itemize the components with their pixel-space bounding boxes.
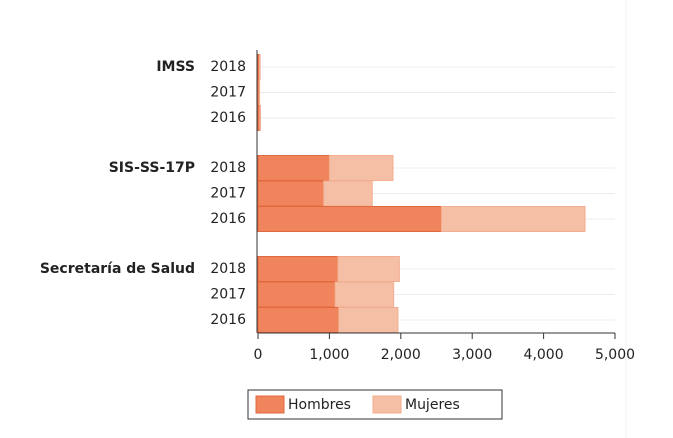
y-tick-label: 2018 xyxy=(210,59,246,75)
y-tick-label: 2017 xyxy=(210,287,246,303)
y-tick-label: 2017 xyxy=(210,85,246,101)
x-tick-label: 4,000 xyxy=(524,347,564,363)
bar xyxy=(257,256,339,282)
y-tick-label: 2018 xyxy=(210,261,246,277)
legend-label: Mujeres xyxy=(405,397,460,413)
y-tick-label: 2016 xyxy=(210,110,246,126)
bar xyxy=(257,281,336,308)
y-tick-label: 2016 xyxy=(210,211,246,227)
group-label: Secretaría de Salud xyxy=(40,261,195,277)
bar xyxy=(323,180,373,207)
bar xyxy=(337,256,400,282)
bar xyxy=(334,281,395,308)
legend-swatch xyxy=(372,395,402,414)
bar xyxy=(257,206,442,232)
x-tick-label: 1,000 xyxy=(309,347,349,363)
bar xyxy=(257,307,340,333)
y-tick-label: 2017 xyxy=(210,186,246,202)
legend-swatch xyxy=(255,395,285,414)
x-tick-label: 0 xyxy=(254,347,263,363)
bar xyxy=(338,307,399,333)
bar xyxy=(259,105,261,131)
bar xyxy=(258,54,261,80)
bar xyxy=(440,206,586,232)
bar xyxy=(258,79,261,106)
x-tick-label: 3,000 xyxy=(452,347,492,363)
group-label: IMSS xyxy=(156,59,195,75)
legend-label: Hombres xyxy=(288,397,351,413)
y-tick-label: 2018 xyxy=(210,160,246,176)
x-tick-label: 5,000 xyxy=(595,347,635,363)
y-tick-label: 2016 xyxy=(210,312,246,328)
bar xyxy=(257,155,330,181)
bar xyxy=(257,180,325,207)
x-tick-label: 2,000 xyxy=(381,347,421,363)
bar xyxy=(328,155,394,181)
group-label: SIS-SS-17P xyxy=(109,160,195,176)
